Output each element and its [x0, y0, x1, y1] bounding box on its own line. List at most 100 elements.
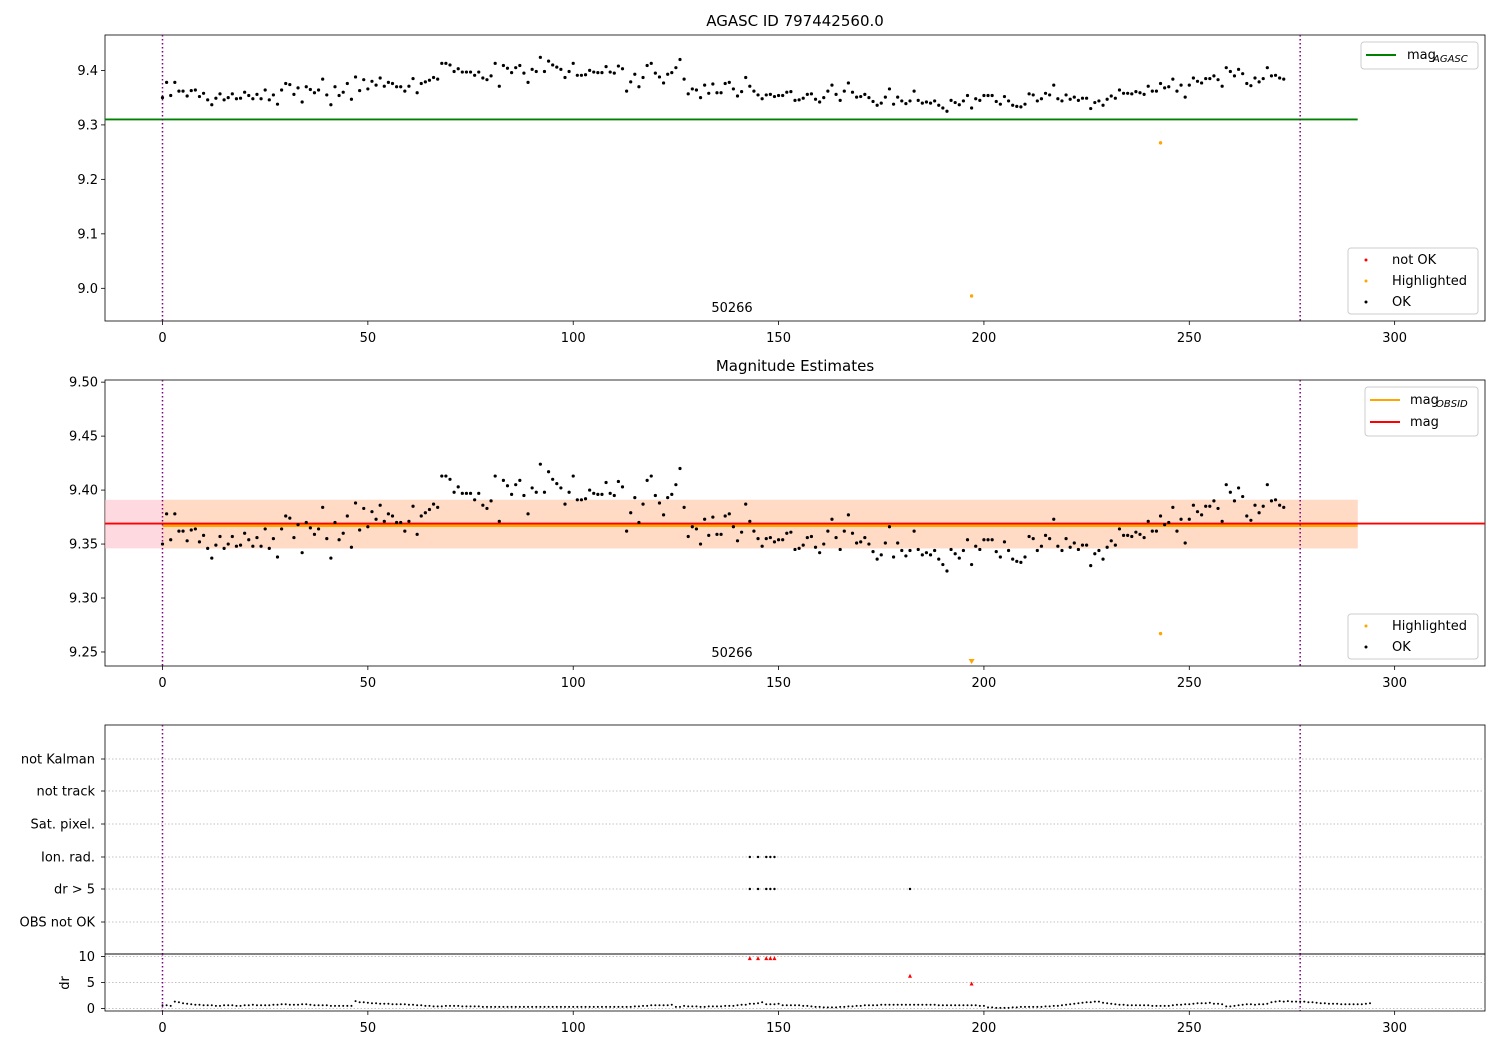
ok-point: [776, 93, 781, 98]
dr-point: [646, 1004, 649, 1007]
ok-point: [723, 514, 727, 518]
dr-point: [1249, 1003, 1252, 1006]
ok-point: [641, 75, 645, 80]
dr-point: [769, 1003, 772, 1006]
plot-area: [105, 380, 1485, 666]
dr-point: [847, 1005, 850, 1008]
ok-point: [1031, 93, 1035, 97]
ok-point: [308, 87, 312, 92]
ok-point: [1212, 74, 1216, 78]
ok-point: [1113, 543, 1117, 547]
ok-point: [616, 479, 620, 484]
legend-points: Highlighted OK: [1347, 613, 1479, 660]
ok-point: [1282, 77, 1286, 81]
dr-point: [999, 1006, 1002, 1009]
ok-point: [234, 544, 239, 548]
ok-point: [386, 80, 390, 84]
dr-point: [321, 1004, 324, 1007]
ok-point: [390, 81, 395, 86]
ok-point: [1035, 548, 1039, 553]
ok-point: [801, 96, 805, 100]
dr-point: [243, 1004, 246, 1007]
ok-point: [218, 92, 222, 96]
dr-point: [1184, 1003, 1187, 1006]
ok-point: [1154, 529, 1159, 533]
ok-point: [374, 83, 378, 87]
dr-point: [724, 1004, 727, 1007]
dr-point: [1315, 1001, 1318, 1004]
dr-point: [366, 1001, 369, 1004]
y-tick-label: 9.45: [69, 430, 98, 445]
dr-point: [255, 1004, 258, 1007]
dr-point: [1081, 1001, 1084, 1004]
ok-point: [1146, 519, 1150, 523]
dr-point: [1254, 1003, 1256, 1006]
ok-point: [1273, 73, 1278, 77]
ok-point: [1179, 83, 1183, 87]
ok-point: [546, 470, 551, 474]
ok-point: [666, 496, 670, 500]
legend-box: [1360, 41, 1479, 70]
ok-point: [1158, 81, 1163, 86]
flag-label: Ion. rad.: [41, 851, 95, 866]
ok-point: [1261, 504, 1265, 508]
ok-point: [571, 474, 575, 478]
ok-point: [448, 63, 452, 67]
ok-point: [904, 554, 908, 558]
plot-frame: [104, 34, 1486, 322]
dr-point: [691, 1005, 694, 1008]
dr-point: [1097, 1000, 1100, 1003]
ok-point: [267, 98, 271, 102]
ok-point: [284, 81, 288, 86]
legend-lines: mag OBSID mag: [1364, 386, 1479, 437]
ok-point: [251, 97, 255, 101]
flag-point: [769, 887, 772, 891]
ok-point: [620, 67, 625, 71]
dr-point: [194, 1003, 197, 1006]
ok-point: [1204, 504, 1208, 508]
dr-point: [1327, 1002, 1330, 1005]
dr-point: [1065, 1003, 1068, 1006]
ok-point: [497, 519, 501, 523]
ok-point: [826, 89, 830, 93]
ok-point: [403, 529, 407, 533]
ok-point: [1134, 530, 1138, 534]
dr-point: [1352, 1003, 1355, 1006]
ok-point: [1232, 74, 1237, 78]
ok-point: [214, 543, 218, 547]
magnitude-estimates-panel: Magnitude Estimates 9.25 9.30 9.35 9.40 9.45…: [69, 357, 1486, 691]
ok-point: [1220, 84, 1224, 88]
x-tick-label: 100: [561, 676, 586, 691]
ok-point: [1089, 106, 1093, 111]
legend-label-highlighted: Highlighted: [1392, 619, 1467, 634]
ok-point: [575, 498, 579, 502]
ok-point: [838, 98, 842, 102]
ok-point: [834, 92, 838, 96]
ok-point: [900, 99, 904, 103]
dr-point: [1233, 1004, 1236, 1007]
ok-point: [1216, 78, 1220, 82]
ok-point: [982, 538, 986, 542]
ok-point: [477, 491, 481, 495]
dr-point: [863, 1004, 866, 1007]
ok-point: [563, 502, 567, 506]
ok-point: [678, 57, 682, 62]
ok-point: [1245, 81, 1249, 86]
dr-point: [1011, 1006, 1014, 1009]
dr-point: [1212, 1002, 1215, 1005]
x-tick-label: 50: [360, 676, 377, 691]
ok-point: [723, 81, 727, 86]
ok-point: [181, 89, 185, 93]
ok-point: [555, 482, 559, 486]
ok-point: [230, 92, 234, 96]
dr-point: [818, 1005, 821, 1008]
flag-point: [765, 855, 768, 859]
ok-point: [1109, 539, 1113, 543]
ok-point: [460, 70, 464, 74]
ok-point: [333, 520, 337, 525]
dr-point: [1290, 1000, 1293, 1003]
ok-point: [1228, 490, 1232, 494]
dr-point: [354, 1000, 357, 1003]
flag-label: dr > 5: [54, 883, 95, 898]
ok-point: [1175, 89, 1179, 93]
